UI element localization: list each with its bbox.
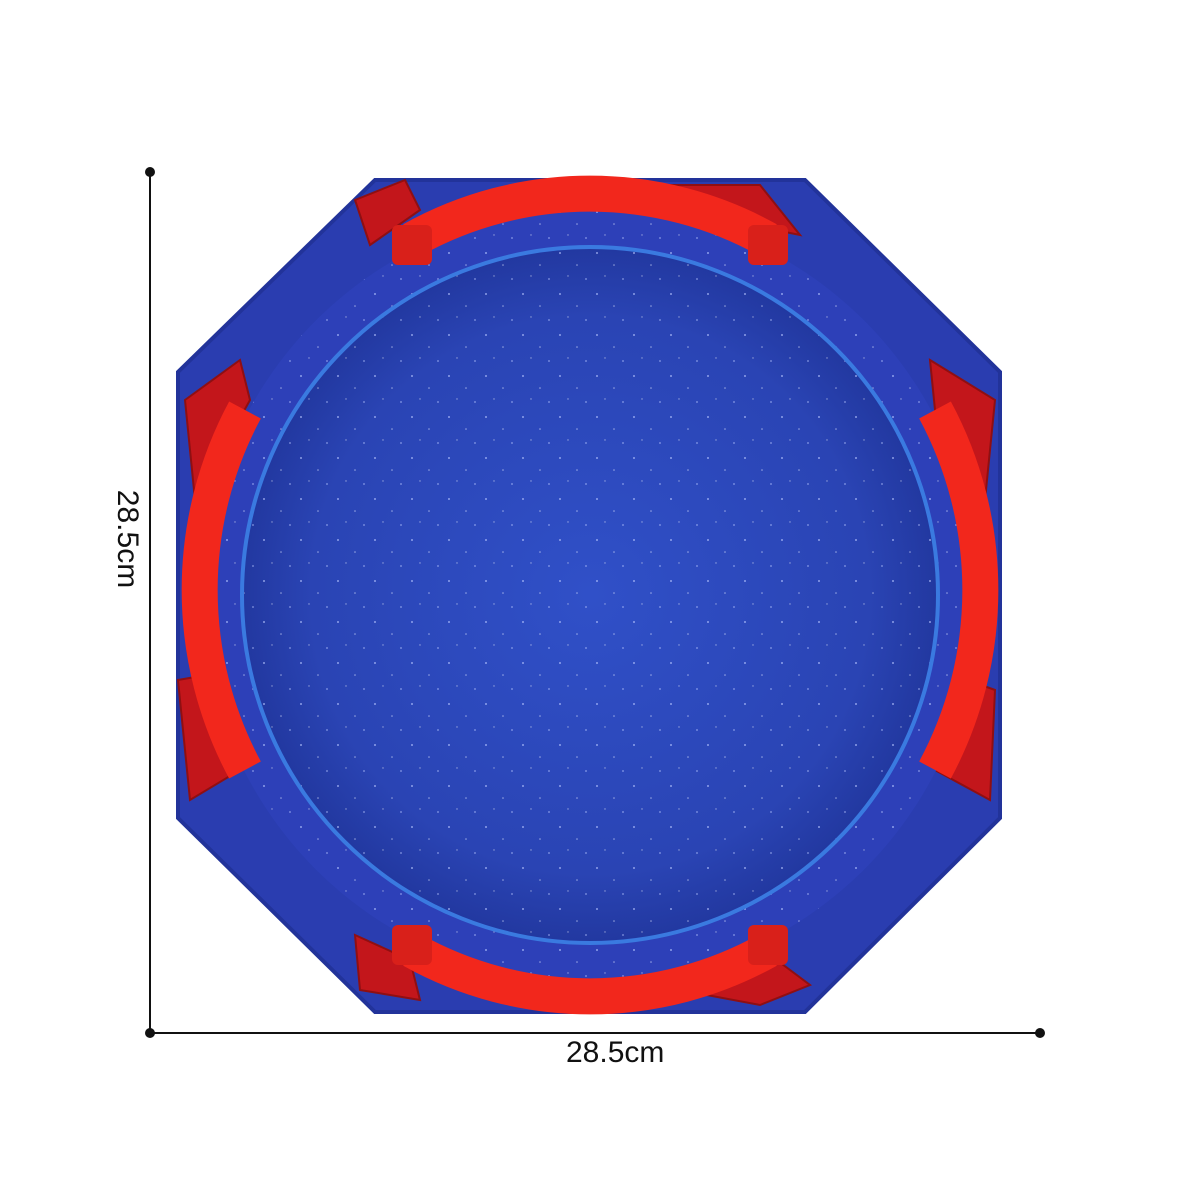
corner-panel bbox=[353, 178, 422, 247]
bumper-left bbox=[181, 401, 261, 779]
bumper-right bbox=[919, 401, 999, 779]
width-label: 28.5cm bbox=[566, 1036, 665, 1069]
bumper-top bbox=[403, 175, 777, 256]
bumper-bottom bbox=[403, 934, 777, 1015]
dimension-endpoint bbox=[1035, 1028, 1045, 1038]
dimension-endpoint bbox=[145, 1028, 155, 1038]
bumpers bbox=[181, 175, 999, 1015]
dimension-lines bbox=[149, 172, 1040, 1034]
height-label: 28.5cm bbox=[111, 489, 145, 589]
corner-panel bbox=[353, 933, 422, 1002]
dimension-endpoint bbox=[145, 167, 155, 177]
